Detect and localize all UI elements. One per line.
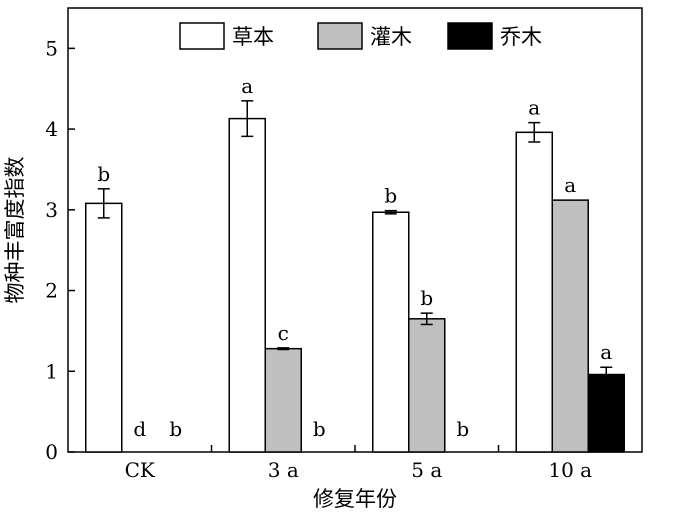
x-axis-title: 修复年份 [313,487,397,511]
bar [551,199,589,453]
y-tick-label: 2 [45,279,58,303]
x-tick-label: CK [125,458,156,482]
legend-swatch [317,22,363,50]
legend-label: 草本 [232,25,274,49]
bar [587,373,625,453]
significance-label: c [278,321,289,345]
x-tick-label: 5 a [411,458,442,482]
significance-label: b [456,417,469,441]
legend-swatch [447,22,493,50]
significance-label: a [600,340,612,364]
significance-label: b [97,162,110,186]
legend: 草本 灌木 乔木 [179,22,542,50]
bar [85,202,123,453]
bar [228,117,266,453]
y-tick-label: 1 [45,359,58,383]
significance-label: a [528,96,540,120]
bar [372,211,410,453]
x-tick-label: 3 a [268,458,299,482]
bar [264,347,302,453]
significance-label: b [169,417,182,441]
y-axis: 0 1 2 3 4 5 [45,36,75,464]
significance-label: b [384,184,397,208]
legend-label: 灌木 [370,25,412,49]
x-tick-label: 10 a [548,458,592,482]
y-axis-title: 物种丰富度指数 [3,157,27,304]
significance-label: b [313,417,326,441]
significance-label: a [241,74,253,98]
y-tick-label: 3 [45,198,58,222]
y-tick-label: 4 [45,117,58,141]
significance-label: b [420,286,433,310]
bar [515,131,553,453]
x-axis: CK 3 a 5 a 10 a [125,445,592,482]
y-tick-label: 5 [45,36,58,60]
legend-label: 乔木 [500,25,542,49]
significance-label: d [133,417,146,441]
y-tick-label: 0 [45,440,58,464]
legend-swatch [179,22,225,50]
significance-label: a [564,173,576,197]
bar [408,318,446,453]
